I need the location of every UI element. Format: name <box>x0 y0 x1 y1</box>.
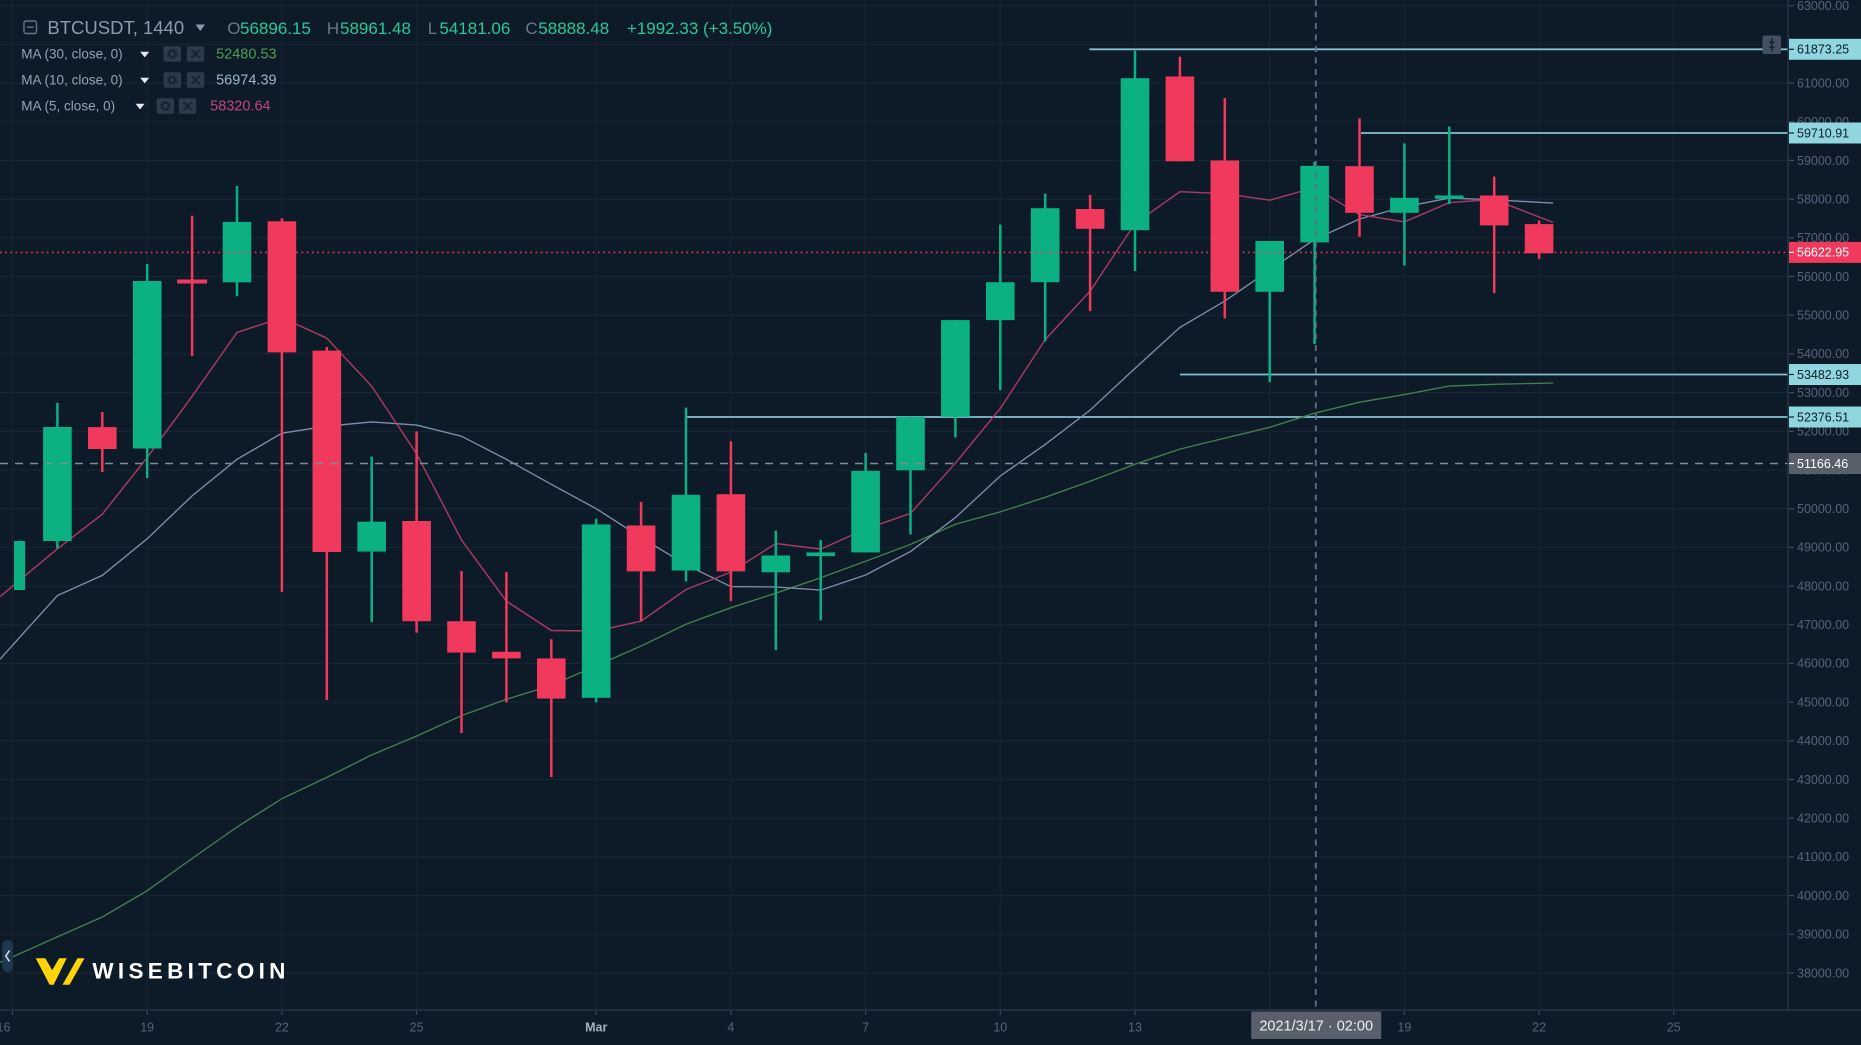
svg-text:50000.00: 50000.00 <box>1797 502 1849 516</box>
svg-text:49000.00: 49000.00 <box>1797 541 1849 555</box>
svg-text:51166.46: 51166.46 <box>1797 457 1848 471</box>
svg-text:54000.00: 54000.00 <box>1797 347 1849 361</box>
svg-text:C: C <box>525 19 537 38</box>
svg-text:10: 10 <box>993 1021 1007 1035</box>
svg-text:38000.00: 38000.00 <box>1797 966 1849 980</box>
svg-text:22: 22 <box>1532 1021 1546 1035</box>
svg-text:55000.00: 55000.00 <box>1797 309 1849 323</box>
svg-text:56974.39: 56974.39 <box>216 73 276 89</box>
svg-text:7: 7 <box>862 1021 869 1035</box>
svg-text:25: 25 <box>410 1021 424 1035</box>
svg-text:53482.93: 53482.93 <box>1797 368 1849 382</box>
svg-text:46000.00: 46000.00 <box>1797 657 1849 671</box>
svg-text:53000.00: 53000.00 <box>1797 386 1849 400</box>
svg-text:+1992.33 (+3.50%): +1992.33 (+3.50%) <box>627 19 773 38</box>
svg-text:52480.53: 52480.53 <box>216 47 276 63</box>
svg-text:16: 16 <box>0 1021 10 1035</box>
svg-text:61873.25: 61873.25 <box>1797 43 1849 57</box>
svg-text:39000.00: 39000.00 <box>1797 928 1849 942</box>
svg-text:19: 19 <box>140 1021 154 1035</box>
svg-text:BTCUSDT, 1440: BTCUSDT, 1440 <box>47 17 184 38</box>
svg-text:MA (5, close, 0): MA (5, close, 0) <box>21 99 115 114</box>
svg-text:13: 13 <box>1128 1021 1142 1035</box>
svg-text:58888.48: 58888.48 <box>538 19 609 38</box>
svg-text:59000.00: 59000.00 <box>1797 154 1849 168</box>
svg-text:WISEBITCOIN: WISEBITCOIN <box>92 959 289 984</box>
svg-text:56896.15: 56896.15 <box>240 19 311 38</box>
svg-text:47000.00: 47000.00 <box>1797 618 1849 632</box>
svg-text:Mar: Mar <box>585 1021 607 1035</box>
svg-text:2021/3/17 · 02:00: 2021/3/17 · 02:00 <box>1259 1019 1373 1035</box>
svg-text:41000.00: 41000.00 <box>1797 850 1849 864</box>
svg-text:52376.51: 52376.51 <box>1797 410 1849 424</box>
svg-text:61000.00: 61000.00 <box>1797 76 1849 90</box>
svg-text:43000.00: 43000.00 <box>1797 773 1849 787</box>
svg-text:19: 19 <box>1397 1021 1411 1035</box>
svg-text:4: 4 <box>727 1021 734 1035</box>
svg-text:59710.91: 59710.91 <box>1797 126 1849 140</box>
svg-text:48000.00: 48000.00 <box>1797 579 1849 593</box>
svg-text:44000.00: 44000.00 <box>1797 734 1849 748</box>
svg-text:25: 25 <box>1667 1021 1681 1035</box>
svg-text:57000.00: 57000.00 <box>1797 231 1849 245</box>
svg-text:22: 22 <box>275 1021 289 1035</box>
svg-text:56622.95: 56622.95 <box>1797 246 1849 260</box>
svg-text:H: H <box>327 19 339 38</box>
svg-text:52000.00: 52000.00 <box>1797 425 1849 439</box>
svg-text:58000.00: 58000.00 <box>1797 193 1849 207</box>
svg-text:58961.48: 58961.48 <box>340 19 411 38</box>
svg-text:63000.00: 63000.00 <box>1797 0 1849 13</box>
svg-text:45000.00: 45000.00 <box>1797 695 1849 709</box>
svg-text:MA (10, close, 0): MA (10, close, 0) <box>21 73 122 88</box>
svg-text:58320.64: 58320.64 <box>210 99 270 115</box>
svg-text:L: L <box>428 19 437 38</box>
svg-text:54181.06: 54181.06 <box>439 19 510 38</box>
svg-text:42000.00: 42000.00 <box>1797 812 1849 826</box>
svg-text:O: O <box>227 19 240 38</box>
svg-text:40000.00: 40000.00 <box>1797 889 1849 903</box>
svg-text:MA (30, close, 0): MA (30, close, 0) <box>21 47 122 62</box>
svg-text:56000.00: 56000.00 <box>1797 270 1849 284</box>
